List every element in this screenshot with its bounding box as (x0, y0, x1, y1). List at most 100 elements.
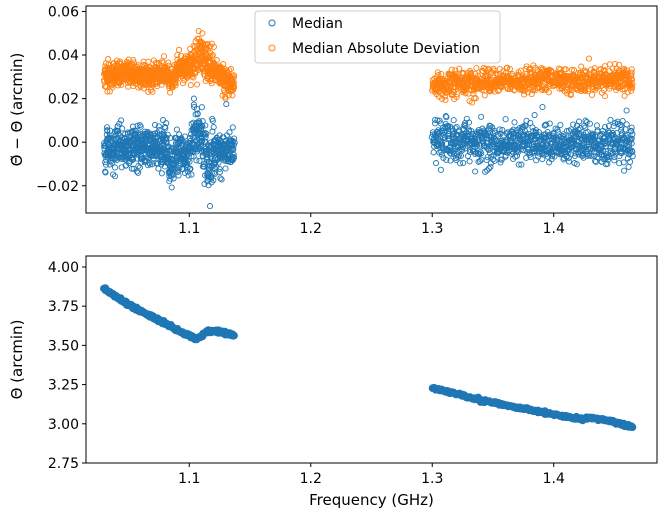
data-point (231, 135, 238, 142)
data-point (210, 124, 217, 131)
data-point (230, 80, 237, 87)
y-tick-label: 3.25 (48, 378, 79, 394)
data-point (198, 122, 205, 129)
y-axis-label: Θ (arcmin) (8, 320, 26, 400)
data-point (196, 157, 203, 164)
data-point (163, 120, 170, 127)
data-point (430, 149, 437, 156)
series-second-points (100, 27, 636, 106)
data-point (203, 148, 210, 155)
legend-label: Median Absolute Deviation (292, 41, 480, 57)
data-point (208, 40, 215, 47)
data-point (506, 65, 513, 73)
data-point (487, 123, 494, 130)
data-point (156, 59, 163, 66)
data-point (523, 154, 530, 161)
data-point (117, 58, 124, 65)
data-point (202, 122, 209, 129)
data-point (115, 130, 122, 137)
data-point (203, 45, 210, 52)
data-point (104, 88, 111, 95)
data-point (218, 176, 225, 183)
data-point (557, 121, 564, 129)
data-point (570, 67, 578, 74)
data-point (172, 80, 179, 87)
data-point (583, 119, 590, 126)
data-point (185, 172, 192, 179)
data-point (187, 165, 194, 173)
data-point (134, 122, 141, 129)
data-point (457, 160, 464, 167)
data-point (147, 161, 154, 168)
x-tick-label: 1.2 (300, 221, 322, 237)
data-point (130, 56, 137, 64)
data-point (116, 154, 123, 161)
data-point (628, 87, 635, 94)
legend-marker (268, 44, 276, 52)
data-point (485, 147, 492, 154)
data-point (601, 63, 608, 70)
data-point (109, 159, 116, 166)
data-point (454, 91, 461, 98)
data-point (432, 116, 439, 123)
data-point (628, 128, 635, 135)
data-point (230, 154, 237, 161)
data-point (165, 59, 172, 66)
data-point (502, 116, 509, 123)
data-point (628, 75, 635, 82)
data-point (217, 175, 224, 182)
data-point (111, 164, 119, 171)
data-point (616, 160, 623, 167)
data-point (460, 159, 467, 167)
data-point (516, 125, 523, 132)
data-point (227, 65, 235, 72)
data-point (628, 76, 636, 83)
data-point (462, 90, 469, 97)
data-point (102, 161, 110, 168)
data-point (184, 157, 191, 164)
data-point (435, 127, 442, 134)
data-point (478, 150, 485, 157)
data-point (570, 136, 577, 143)
data-point (450, 117, 457, 124)
data-point (111, 173, 119, 180)
data-point (459, 147, 466, 154)
data-point (206, 203, 214, 210)
data-point (589, 132, 596, 139)
data-point (173, 126, 180, 133)
data-point (222, 93, 229, 100)
data-point (116, 120, 123, 127)
data-point (514, 147, 521, 154)
data-point (172, 82, 179, 89)
data-point (170, 175, 177, 182)
data-point (160, 53, 168, 60)
data-point (508, 142, 515, 149)
data-point (175, 166, 182, 173)
data-point (614, 120, 621, 127)
data-point (230, 72, 238, 79)
data-point (571, 137, 578, 144)
data-point (210, 43, 217, 50)
data-point (482, 66, 489, 73)
data-point (230, 142, 237, 149)
data-point (482, 168, 489, 175)
data-point (572, 127, 579, 135)
data-point (585, 88, 592, 95)
top-panel: 1.1 1.2 1.3 1.4 −0.02 0.00 0.02 0.04 0.06 Θ̃ − Θ … (8, 4, 658, 237)
data-point (168, 184, 175, 191)
data-point (190, 101, 197, 108)
data-point (137, 123, 144, 130)
data-point (586, 120, 593, 127)
data-point (502, 152, 509, 159)
x-tick-label: 1.4 (543, 471, 565, 487)
data-point (472, 95, 479, 102)
data-point (564, 90, 571, 97)
data-point (593, 122, 600, 129)
data-point (573, 161, 580, 168)
data-point (231, 139, 238, 146)
data-point (129, 156, 136, 163)
data-point (562, 66, 569, 73)
data-point (145, 58, 152, 65)
y-tick-label: 0.02 (48, 92, 79, 108)
data-point (568, 66, 575, 73)
